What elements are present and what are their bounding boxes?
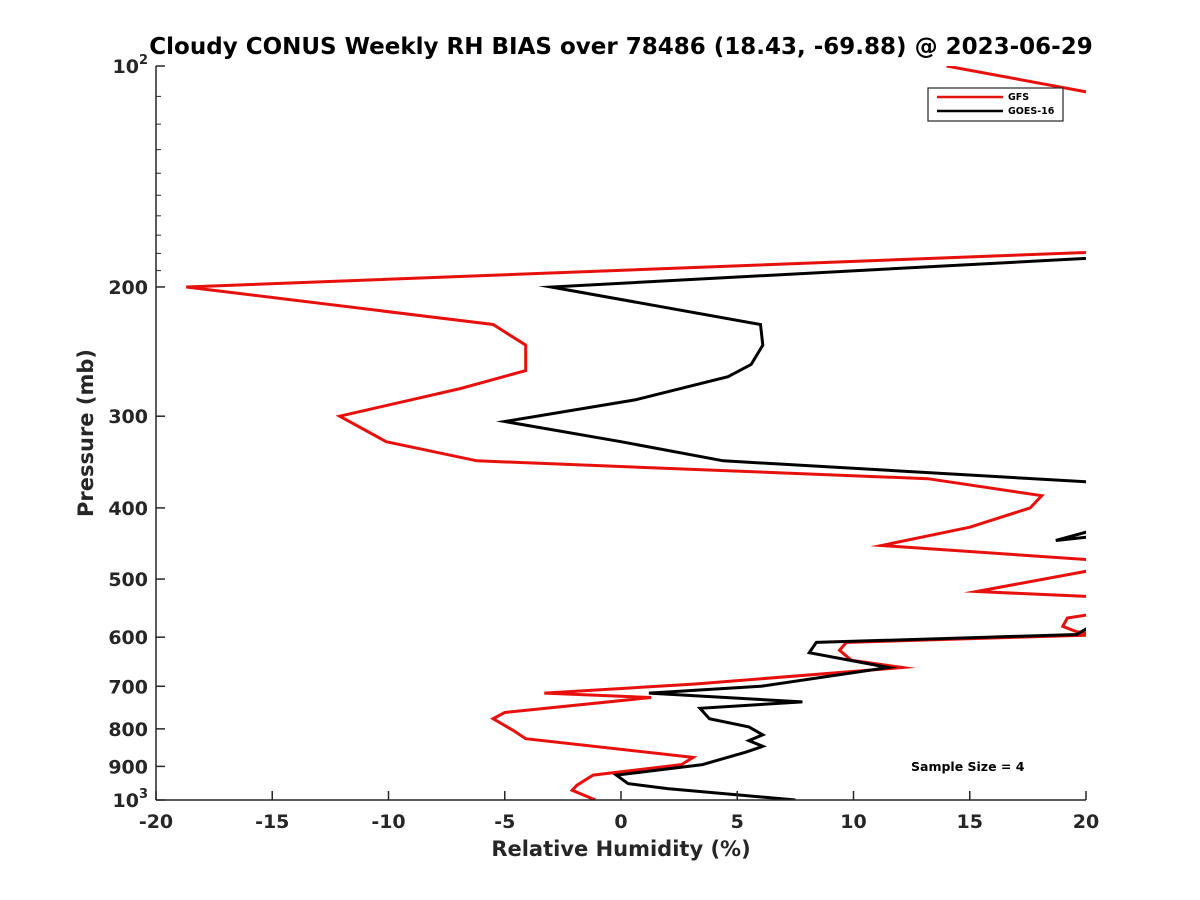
y-tick-label: 103 xyxy=(113,787,149,812)
y-tick-label: 300 xyxy=(108,406,148,428)
x-tick-label: 5 xyxy=(731,811,744,833)
x-tick-label: -10 xyxy=(371,811,405,833)
x-tick-label: -20 xyxy=(139,811,173,833)
x-axis-label: Relative Humidity (%) xyxy=(491,837,750,861)
y-axis-label: Pressure (mb) xyxy=(74,349,98,517)
x-tick-label: -5 xyxy=(494,811,515,833)
y-tick-label: 400 xyxy=(108,498,148,520)
y-tick-label: 900 xyxy=(108,756,148,778)
series-line-gfs xyxy=(186,66,1086,800)
legend-label-gfs: GFS xyxy=(1008,92,1029,103)
chart-title: Cloudy CONUS Weekly RH BIAS over 78486 (… xyxy=(149,34,1092,60)
x-tick-label: 10 xyxy=(840,811,866,833)
y-tick-label: 600 xyxy=(108,627,148,649)
y-tick-label: 500 xyxy=(108,569,148,591)
series-line-goes16 xyxy=(495,256,1086,800)
y-tick-label: 800 xyxy=(108,719,148,741)
series-layer xyxy=(186,66,1086,800)
y-tick-label: 200 xyxy=(108,277,148,299)
y-tick-label: 102 xyxy=(113,53,149,78)
legend-label-goes16: GOES-16 xyxy=(1008,106,1055,117)
legend: GFS GOES-16 xyxy=(927,87,1064,122)
sample-size-annotation: Sample Size = 4 xyxy=(911,759,1025,774)
y-tick-label: 700 xyxy=(108,676,148,698)
x-axis-ticks: -20 -15 -10 -5 0 5 10 15 20 xyxy=(139,791,1099,833)
y-axis-ticks: 102 200 300 400 500 600 700 800 900 103 xyxy=(108,53,165,812)
x-tick-label: 0 xyxy=(614,811,627,833)
x-tick-label: -15 xyxy=(255,811,289,833)
x-tick-label: 20 xyxy=(1073,811,1099,833)
x-tick-label: 15 xyxy=(957,811,983,833)
legend-box xyxy=(927,87,1064,122)
